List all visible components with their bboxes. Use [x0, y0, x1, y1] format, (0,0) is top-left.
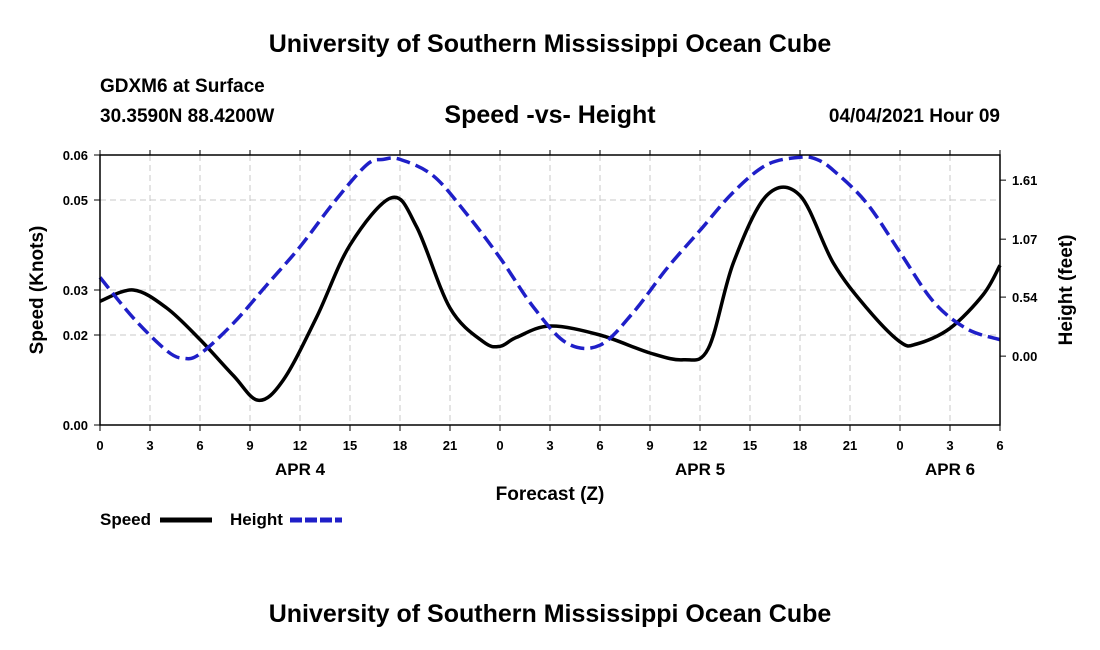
x-tick-label: 18	[793, 438, 807, 453]
grid-lines	[100, 155, 1000, 425]
x-tick-label: 18	[393, 438, 407, 453]
y-tick-label: 0.02	[63, 328, 88, 343]
latlon-label: 30.3590N 88.4200W	[100, 106, 275, 127]
y-tick-label: 0.05	[63, 193, 88, 208]
x-tick-label: 6	[196, 438, 203, 453]
forecast-datetime: 04/04/2021 Hour 09	[828, 106, 1000, 127]
legend: Speed Height	[100, 510, 342, 529]
station-label: GDXM6 at Surface	[100, 76, 265, 97]
x-tick-label: 15	[743, 438, 757, 453]
y2-tick-label: 0.54	[1012, 290, 1038, 305]
y2-tick-label: 1.07	[1012, 232, 1037, 247]
legend-label-speed: Speed	[100, 510, 151, 529]
legend-label-height: Height	[230, 510, 283, 529]
y2-axis-title: Height (feet)	[1056, 235, 1077, 346]
y-tick-label: 0.06	[63, 148, 88, 163]
x-tick-label: 3	[546, 438, 553, 453]
x-tick-label: 9	[646, 438, 653, 453]
x-tick-label: 21	[843, 438, 857, 453]
series-lines	[98, 155, 1002, 403]
footer-title: University of Southern Mississippi Ocean…	[268, 600, 832, 628]
y-axis-right: 0.00 0.54 1.07 1.61	[1000, 173, 1038, 364]
x-tick-label: 3	[946, 438, 953, 453]
y-axis-title: Speed (Knots)	[27, 226, 48, 355]
x-tick-label: 0	[896, 438, 903, 453]
y-axis-left: 0.00 0.02 0.03 0.05 0.06	[63, 148, 100, 433]
x-tick-label: 9	[246, 438, 253, 453]
chart-title: Speed -vs- Height	[444, 101, 656, 129]
page-title: University of Southern Mississippi Ocean…	[268, 30, 832, 58]
x-tick-label: 0	[496, 438, 503, 453]
day-label: APR 4	[275, 460, 326, 479]
x-axis-title: Forecast (Z)	[496, 484, 605, 505]
day-label: APR 5	[675, 460, 725, 479]
x-tick-label: 6	[996, 438, 1003, 453]
x-axis: 0 3 6 9 12 15 18 21 0 3 6 9 12 15 18 21 0 3 6 APR 4 APR 5 APR…	[96, 150, 1004, 479]
x-tick-label: 15	[343, 438, 357, 453]
y-tick-label: 0.00	[63, 418, 88, 433]
x-tick-label: 6	[596, 438, 603, 453]
y2-tick-label: 1.61	[1012, 173, 1037, 188]
x-tick-label: 3	[146, 438, 153, 453]
x-tick-label: 12	[693, 438, 707, 453]
series-line-height	[98, 155, 1001, 361]
y2-tick-label: 0.00	[1012, 349, 1037, 364]
x-tick-label: 0	[96, 438, 103, 453]
x-tick-label: 12	[293, 438, 307, 453]
y-tick-label: 0.03	[63, 283, 88, 298]
day-label: APR 6	[925, 460, 975, 479]
x-tick-label: 21	[443, 438, 457, 453]
series-line-speed	[99, 185, 1002, 403]
